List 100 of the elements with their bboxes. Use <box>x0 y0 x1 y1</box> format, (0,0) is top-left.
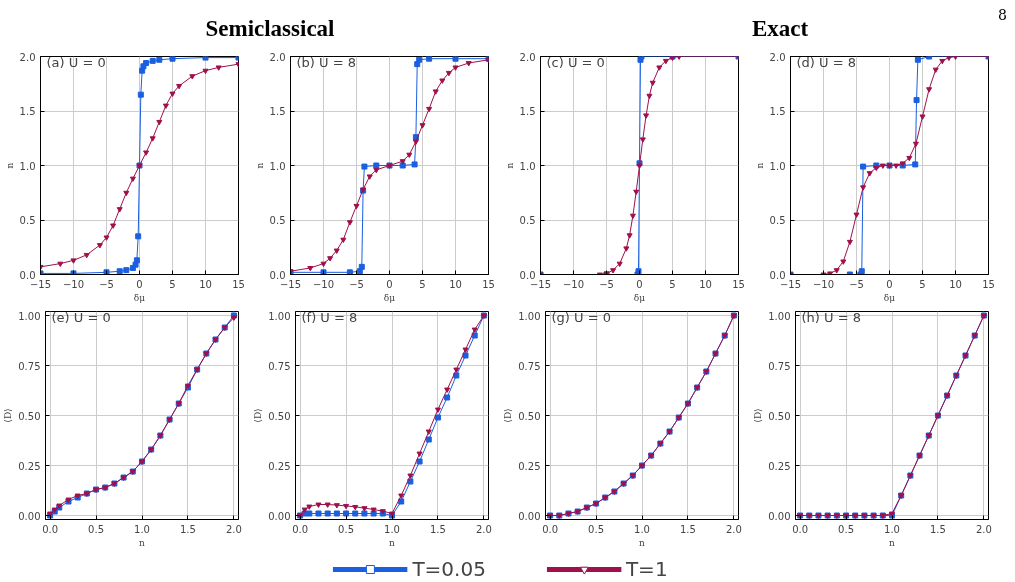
y-tick-label: 2.0 <box>269 51 286 63</box>
x-tick-label: 0 <box>886 278 893 290</box>
y-tick-label: 0.5 <box>269 215 286 226</box>
y-tick-label: 0.5 <box>769 215 786 226</box>
y-tick-label: 0.00 <box>268 510 291 522</box>
x-tick-label: −5 <box>349 278 364 290</box>
x-tick-label: 0.5 <box>338 523 354 535</box>
y-tick-label: 1.0 <box>769 160 786 172</box>
x-tick-label: −5 <box>599 278 614 290</box>
x-tick-label: 1.5 <box>930 523 946 535</box>
y-axis-title: ⟨D⟩ <box>253 408 264 423</box>
y-tick-label: 2.0 <box>519 51 536 63</box>
x-tick-label: 10 <box>449 278 462 290</box>
x-axis-title: n <box>139 537 146 548</box>
y-tick-label: 0.00 <box>518 510 541 522</box>
x-tick-label: 10 <box>199 278 212 290</box>
y-tick-label: 0.25 <box>268 460 291 472</box>
y-tick-label: 0.0 <box>519 269 536 281</box>
x-tick-label: 5 <box>169 278 176 290</box>
text: 8 <box>998 6 1007 25</box>
y-tick-label: 0.50 <box>518 410 541 422</box>
x-tick-label: −10 <box>812 278 835 290</box>
y-tick-label: 1.0 <box>269 160 286 172</box>
x-axis-title: n <box>389 537 396 548</box>
x-tick-label: 15 <box>232 278 245 290</box>
y-tick-label: 0.25 <box>518 460 541 472</box>
y-axis-title: n <box>254 162 265 169</box>
x-tick-label: 0 <box>636 278 643 290</box>
annotation: (h) U = 8 <box>801 309 861 325</box>
y-tick-label: 1.00 <box>268 310 291 322</box>
legend-label: T=1 <box>625 557 668 581</box>
chart-title: Semiclassical <box>205 15 335 43</box>
y-tick-label: 0.0 <box>19 269 36 281</box>
x-axis-title: δμ <box>383 292 396 303</box>
x-axis-title: δμ <box>133 292 146 303</box>
y-tick-label: 0.00 <box>18 510 41 522</box>
y-tick-label: 1.00 <box>768 310 791 322</box>
x-tick-label: 2.0 <box>725 523 742 535</box>
y-tick-label: 0.5 <box>519 215 536 226</box>
x-tick-label: 1.0 <box>384 523 400 535</box>
x-tick-label: 2.0 <box>975 523 992 535</box>
y-tick-label: 0.25 <box>18 460 41 472</box>
annotation: (e) U = 0 <box>51 309 111 325</box>
y-tick-label: 1.00 <box>18 310 41 322</box>
annotation: (a) U = 0 <box>46 54 106 70</box>
x-tick-label: 0.5 <box>88 523 104 535</box>
x-axis-title: n <box>639 537 646 548</box>
y-tick-label: 0.50 <box>268 410 291 422</box>
y-tick-label: 1.00 <box>518 310 541 322</box>
x-tick-label: 1.0 <box>634 523 650 535</box>
y-tick-label: 2.0 <box>19 51 36 63</box>
annotation: (d) U = 8 <box>796 54 856 70</box>
x-tick-label: 0.0 <box>792 523 809 535</box>
y-axis-title: n <box>504 162 515 169</box>
y-tick-label: 0.75 <box>768 360 791 372</box>
x-tick-label: 2.0 <box>225 523 242 535</box>
y-axis-title: ⟨D⟩ <box>503 408 514 423</box>
annotation: (c) U = 0 <box>546 54 605 70</box>
y-axis-title: ⟨D⟩ <box>753 408 764 423</box>
x-tick-label: 15 <box>732 278 745 290</box>
y-tick-label: 0.50 <box>768 410 791 422</box>
x-tick-label: −5 <box>99 278 114 290</box>
y-axis-title: ⟨D⟩ <box>3 408 14 423</box>
x-tick-label: 1.0 <box>134 523 150 535</box>
x-tick-label: −10 <box>312 278 335 290</box>
x-tick-label: −10 <box>62 278 85 290</box>
x-tick-label: 0.5 <box>588 523 604 535</box>
legend-label: T=0.05 <box>412 557 486 581</box>
x-axis-title: δμ <box>633 292 646 303</box>
y-tick-label: 0.75 <box>18 360 41 372</box>
x-tick-label: 0.0 <box>42 523 59 535</box>
annotation: (g) U = 0 <box>551 309 611 325</box>
x-tick-label: 15 <box>982 278 995 290</box>
x-tick-label: 10 <box>949 278 962 290</box>
x-tick-label: 2.0 <box>475 523 492 535</box>
y-axis-title: n <box>4 162 15 169</box>
y-axis-title: n <box>754 162 765 169</box>
x-tick-label: 1.5 <box>680 523 696 535</box>
y-tick-label: 0.75 <box>518 360 541 372</box>
annotation: (b) U = 8 <box>296 54 356 70</box>
x-tick-label: 15 <box>482 278 495 290</box>
x-tick-label: 0 <box>136 278 143 290</box>
x-tick-label: 1.5 <box>430 523 446 535</box>
y-tick-label: 1.5 <box>769 106 786 117</box>
y-tick-label: 0.25 <box>768 460 791 472</box>
x-tick-label: 5 <box>919 278 926 290</box>
x-tick-label: −15 <box>529 278 552 290</box>
x-tick-label: 1.5 <box>180 523 196 535</box>
x-axis-title: δμ <box>883 292 896 303</box>
y-tick-label: 0.0 <box>769 269 786 281</box>
x-tick-label: −15 <box>779 278 802 290</box>
y-tick-label: 2.0 <box>769 51 786 63</box>
x-axis-title: n <box>889 537 896 548</box>
y-tick-label: 0.75 <box>268 360 291 372</box>
y-tick-label: 0.0 <box>269 269 286 281</box>
y-tick-label: 1.0 <box>19 160 36 172</box>
y-tick-label: 0.5 <box>19 215 36 226</box>
x-tick-label: 10 <box>699 278 712 290</box>
x-tick-label: 0.5 <box>838 523 854 535</box>
y-tick-label: 1.0 <box>519 160 536 172</box>
